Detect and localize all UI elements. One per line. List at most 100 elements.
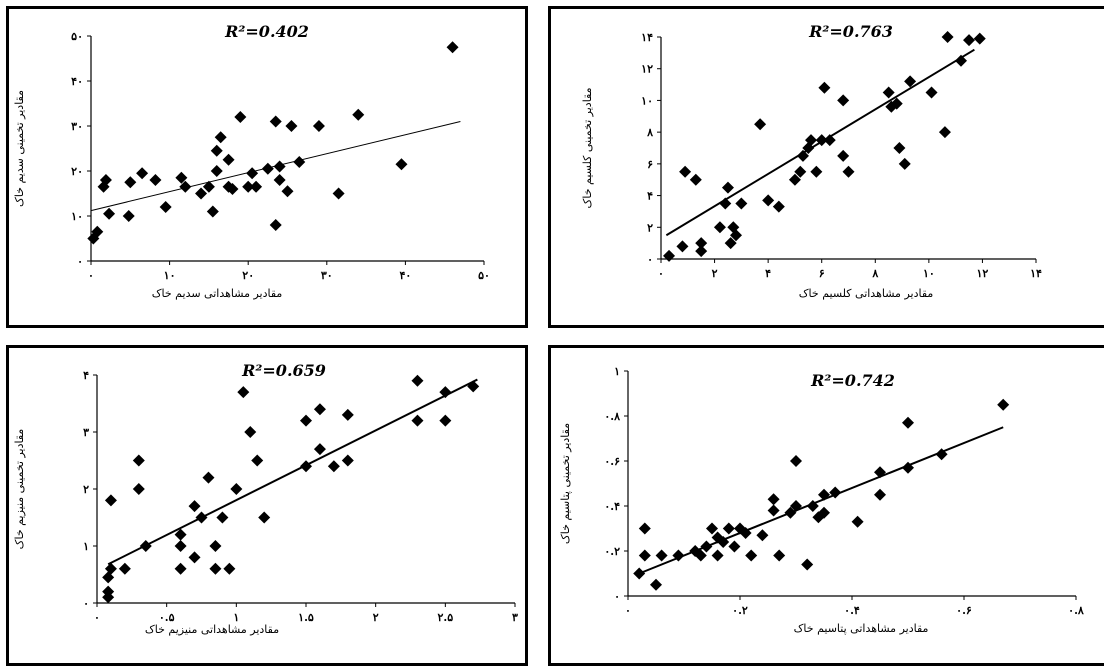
data-point bbox=[174, 540, 187, 552]
data-point bbox=[209, 562, 222, 575]
x-tick-label: ۰.۶ bbox=[956, 604, 972, 617]
data-point bbox=[796, 149, 809, 162]
x-tick-label: ۱.۵ bbox=[298, 611, 314, 624]
data-point bbox=[837, 149, 850, 162]
data-point bbox=[202, 471, 215, 484]
data-point bbox=[676, 240, 689, 253]
data-point bbox=[717, 536, 730, 548]
x-tick-label: ۱۴ bbox=[1030, 267, 1042, 280]
x-tick-label: ۰.۲ bbox=[732, 604, 748, 617]
x-tick-label: ۰ bbox=[658, 267, 664, 280]
data-point bbox=[230, 483, 243, 495]
data-point bbox=[269, 219, 282, 231]
data-point bbox=[837, 94, 850, 107]
trendline bbox=[107, 378, 478, 566]
y-tick-label: ۱ bbox=[83, 540, 89, 553]
y-tick-label: ۰ bbox=[647, 253, 653, 266]
data-point bbox=[395, 158, 408, 171]
y-axis-label: مقادیر تخمینی سدیم خاک bbox=[13, 90, 26, 207]
data-point bbox=[439, 414, 452, 427]
x-tick-label: ۸ bbox=[871, 267, 878, 280]
y-tick-label: ۲ bbox=[647, 221, 653, 234]
data-point bbox=[689, 173, 702, 186]
y-tick-label: ۰.۶ bbox=[604, 455, 620, 468]
chart-panel-calcium: ۰ ۲ ۴ ۶ ۸ ۱۰ ۱۲ ۱۴ ۰ ۲ ۴ ۶ ۸ ۱۰ ۱۲ ۱۴ R²=0.763 مقادیر مشا… bbox=[548, 6, 1104, 328]
data-point bbox=[767, 493, 780, 506]
x-tick-label: ۰.۴ bbox=[844, 604, 860, 617]
data-point bbox=[174, 528, 187, 541]
y-tick-label: ۱ bbox=[614, 365, 620, 378]
y-tick-label: ۰.۸ bbox=[604, 410, 620, 423]
data-point bbox=[251, 454, 264, 467]
data-point bbox=[719, 197, 732, 210]
x-tick-label: ۰ bbox=[625, 604, 631, 617]
x-tick-label: ۰.۸ bbox=[1068, 604, 1084, 617]
data-point bbox=[446, 41, 459, 54]
data-point bbox=[941, 31, 954, 43]
x-tick-label: ۲ bbox=[712, 267, 718, 280]
data-point bbox=[234, 111, 247, 123]
data-point bbox=[258, 511, 271, 524]
data-point bbox=[206, 205, 219, 218]
chart-panel-sodium: ۰ ۱۰ ۲۰ ۳۰ ۴۰ ۵۰ ۰ ۱۰ ۲۰ ۳۰ ۴۰ ۵۰ R²=0.402 مقادیر مشا… bbox=[6, 6, 528, 328]
data-point bbox=[281, 185, 294, 198]
scatter-chart-calcium: ۰ ۲ ۴ ۶ ۸ ۱۰ ۱۲ ۱۴ ۰ ۲ ۴ ۶ ۸ ۱۰ ۱۲ ۱۴ R²=0.763 مقادیر مشا… bbox=[581, 22, 1042, 300]
data-point bbox=[885, 100, 898, 113]
data-point bbox=[352, 108, 365, 121]
data-point bbox=[269, 115, 282, 128]
data-point bbox=[467, 380, 480, 393]
x-tick-label: ۱۲ bbox=[977, 267, 989, 280]
data-point bbox=[285, 120, 298, 132]
x-tick-label: ۲۰ bbox=[242, 269, 254, 282]
data-point bbox=[638, 522, 651, 535]
data-point bbox=[893, 142, 906, 154]
y-tick-label: ۰ bbox=[77, 255, 83, 268]
x-tick-label: ۴ bbox=[765, 267, 771, 280]
data-point bbox=[874, 466, 886, 479]
data-point bbox=[812, 511, 825, 524]
data-point bbox=[91, 225, 104, 238]
data-point bbox=[735, 197, 748, 210]
y-tick-label: ۵۰ bbox=[71, 30, 83, 43]
data-point bbox=[700, 540, 713, 553]
y-tick-label: ۱۲ bbox=[641, 63, 653, 76]
data-point bbox=[728, 540, 741, 553]
y-tick-label: ۰.۴ bbox=[604, 500, 620, 513]
data-point bbox=[815, 134, 828, 147]
data-point bbox=[810, 165, 823, 178]
data-point bbox=[963, 34, 976, 47]
data-point bbox=[139, 540, 152, 552]
y-tick-label: ۱۰ bbox=[641, 94, 653, 107]
data-point bbox=[104, 494, 117, 507]
r-squared-label: R²=0.742 bbox=[810, 371, 895, 390]
data-point bbox=[721, 181, 734, 194]
data-point bbox=[925, 86, 938, 99]
data-point bbox=[411, 414, 424, 427]
x-tick-label: ۲ bbox=[373, 611, 379, 624]
data-point bbox=[237, 386, 250, 399]
data-point bbox=[784, 506, 797, 519]
data-point bbox=[689, 545, 702, 557]
data-point bbox=[973, 32, 986, 45]
data-point bbox=[439, 386, 452, 399]
data-point bbox=[216, 511, 229, 524]
data-point bbox=[938, 126, 951, 139]
r-squared-label: R²=0.402 bbox=[224, 22, 309, 41]
data-point bbox=[679, 165, 692, 178]
r-squared-label: R²=0.763 bbox=[808, 22, 893, 41]
data-point bbox=[818, 81, 831, 94]
data-point bbox=[638, 549, 651, 562]
y-tick-label: ۰ bbox=[614, 590, 620, 603]
data-point bbox=[904, 75, 917, 88]
data-point bbox=[202, 180, 215, 193]
data-point bbox=[842, 165, 855, 178]
y-tick-label: ۴۰ bbox=[71, 75, 83, 88]
data-point bbox=[730, 229, 742, 242]
data-point bbox=[411, 374, 424, 387]
data-point bbox=[246, 167, 259, 180]
x-tick-label: ۳ bbox=[512, 611, 518, 624]
data-point bbox=[122, 210, 135, 222]
data-point bbox=[772, 200, 785, 213]
r-squared-label: R²=0.659 bbox=[241, 361, 326, 380]
y-tick-label: ۲ bbox=[83, 483, 89, 496]
